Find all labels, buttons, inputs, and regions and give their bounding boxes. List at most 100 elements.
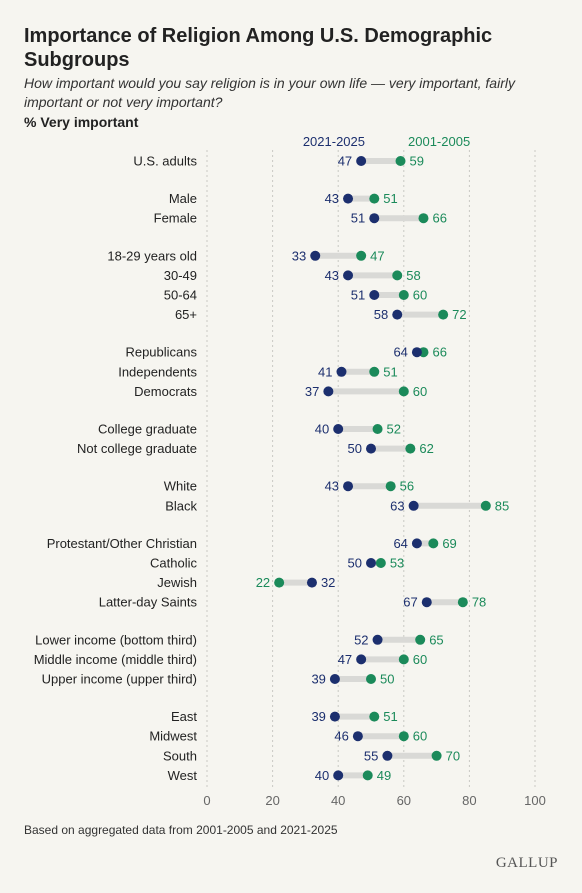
value-label-2001-2005: 60 xyxy=(413,288,427,303)
value-label-2001-2005: 69 xyxy=(442,536,456,551)
point-2001-2005 xyxy=(480,500,491,511)
point-2001-2005 xyxy=(398,654,409,665)
value-label-2001-2005: 65 xyxy=(429,632,443,647)
category-label: White xyxy=(164,479,197,494)
category-label: Lower income (bottom third) xyxy=(35,632,197,647)
point-2021-2025 xyxy=(366,558,376,568)
value-label-2001-2005: 60 xyxy=(413,652,427,667)
category-label: East xyxy=(171,709,197,724)
category-label: Black xyxy=(165,498,197,513)
point-2021-2025 xyxy=(343,193,354,204)
category-label: Catholic xyxy=(150,556,197,571)
value-label-2001-2005: 49 xyxy=(377,768,391,783)
category-label: Independents xyxy=(118,364,197,379)
value-label-2001-2005: 51 xyxy=(383,364,397,379)
point-2001-2005 xyxy=(415,634,426,645)
point-2021-2025 xyxy=(356,156,367,166)
point-2021-2025 xyxy=(306,577,317,588)
point-2001-2005 xyxy=(398,386,409,397)
category-label: 50-64 xyxy=(164,288,197,303)
category-label: U.S. adults xyxy=(133,154,197,169)
point-2021-2025 xyxy=(343,481,354,492)
point-2001-2005 xyxy=(428,538,439,549)
value-label-2021-2025: 51 xyxy=(351,211,365,226)
point-2001-2005 xyxy=(375,558,386,568)
category-label: Latter-day Saints xyxy=(99,595,198,610)
point-2001-2005 xyxy=(405,443,416,454)
point-2021-2025 xyxy=(369,290,380,300)
point-2001-2005 xyxy=(438,309,449,320)
point-2001-2005 xyxy=(398,290,409,300)
point-2021-2025 xyxy=(411,347,422,358)
point-2001-2005 xyxy=(369,711,380,722)
point-2001-2005 xyxy=(431,750,442,761)
value-label-2001-2005: 51 xyxy=(383,191,397,206)
value-label-2001-2005: 70 xyxy=(446,748,460,763)
category-label: Female xyxy=(154,211,197,226)
value-label-2001-2005: 53 xyxy=(390,556,404,571)
value-label-2021-2025: 39 xyxy=(311,709,325,724)
point-2021-2025 xyxy=(411,538,422,549)
value-label-2021-2025: 46 xyxy=(334,729,348,744)
value-label-2021-2025: 37 xyxy=(305,384,319,399)
point-2021-2025 xyxy=(310,250,321,261)
value-label-2001-2005: 47 xyxy=(370,248,384,263)
value-label-2001-2005: 52 xyxy=(387,422,401,437)
footnote: Based on aggregated data from 2001-2005 … xyxy=(24,823,338,837)
point-2001-2005 xyxy=(356,250,367,261)
value-label-2001-2005: 85 xyxy=(495,498,509,513)
value-label-2021-2025: 58 xyxy=(374,307,388,322)
category-label: Not college graduate xyxy=(77,441,197,456)
value-label-2001-2005: 51 xyxy=(383,709,397,724)
point-2001-2005 xyxy=(392,270,403,281)
point-2021-2025 xyxy=(382,750,393,761)
value-label-2021-2025: 47 xyxy=(338,652,352,667)
value-label-2001-2005: 72 xyxy=(452,307,466,322)
value-label-2001-2005: 60 xyxy=(413,729,427,744)
value-label-2001-2005: 22 xyxy=(256,575,270,590)
point-2001-2005 xyxy=(418,213,429,224)
point-2021-2025 xyxy=(329,674,340,684)
category-label: 18-29 years old xyxy=(107,248,197,263)
point-2021-2025 xyxy=(352,731,363,742)
category-label: Republicans xyxy=(125,345,197,360)
point-2001-2005 xyxy=(395,156,406,166)
value-label-2021-2025: 63 xyxy=(390,498,404,513)
chart-subtitle: How important would you say religion is … xyxy=(24,75,515,110)
category-label: College graduate xyxy=(98,422,197,437)
point-2021-2025 xyxy=(366,443,376,454)
category-label: 65+ xyxy=(175,307,197,322)
value-label-2001-2005: 78 xyxy=(472,595,486,610)
value-label-2021-2025: 32 xyxy=(321,575,335,590)
category-label: Upper income (upper third) xyxy=(42,672,197,687)
point-2001-2005 xyxy=(369,366,380,377)
value-label-2021-2025: 51 xyxy=(351,288,365,303)
point-2021-2025 xyxy=(333,770,344,781)
category-label: Middle income (middle third) xyxy=(34,652,197,667)
point-2001-2005 xyxy=(398,731,409,742)
value-label-2001-2005: 62 xyxy=(419,441,433,456)
point-2021-2025 xyxy=(421,597,432,608)
point-2021-2025 xyxy=(408,500,419,511)
chart-title: Importance of Religion Among U.S. Demogr… xyxy=(24,25,493,71)
point-2001-2005 xyxy=(457,597,468,608)
value-label-2021-2025: 39 xyxy=(311,672,325,687)
value-label-2021-2025: 43 xyxy=(325,479,339,494)
point-2001-2005 xyxy=(366,674,376,684)
x-tick-label: 100 xyxy=(524,793,546,808)
value-label-2021-2025: 64 xyxy=(393,536,407,551)
point-2021-2025 xyxy=(336,366,347,377)
x-tick-label: 80 xyxy=(462,793,476,808)
value-label-2021-2025: 52 xyxy=(354,632,368,647)
point-2021-2025 xyxy=(343,270,354,281)
unit-label: % Very important xyxy=(24,114,139,130)
point-2021-2025 xyxy=(329,711,340,722)
value-label-2001-2005: 66 xyxy=(432,211,446,226)
value-label-2021-2025: 40 xyxy=(315,768,329,783)
category-label: Protestant/Other Christian xyxy=(47,536,197,551)
x-tick-label: 0 xyxy=(203,793,210,808)
value-label-2021-2025: 64 xyxy=(393,345,407,360)
x-tick-label: 60 xyxy=(397,793,411,808)
